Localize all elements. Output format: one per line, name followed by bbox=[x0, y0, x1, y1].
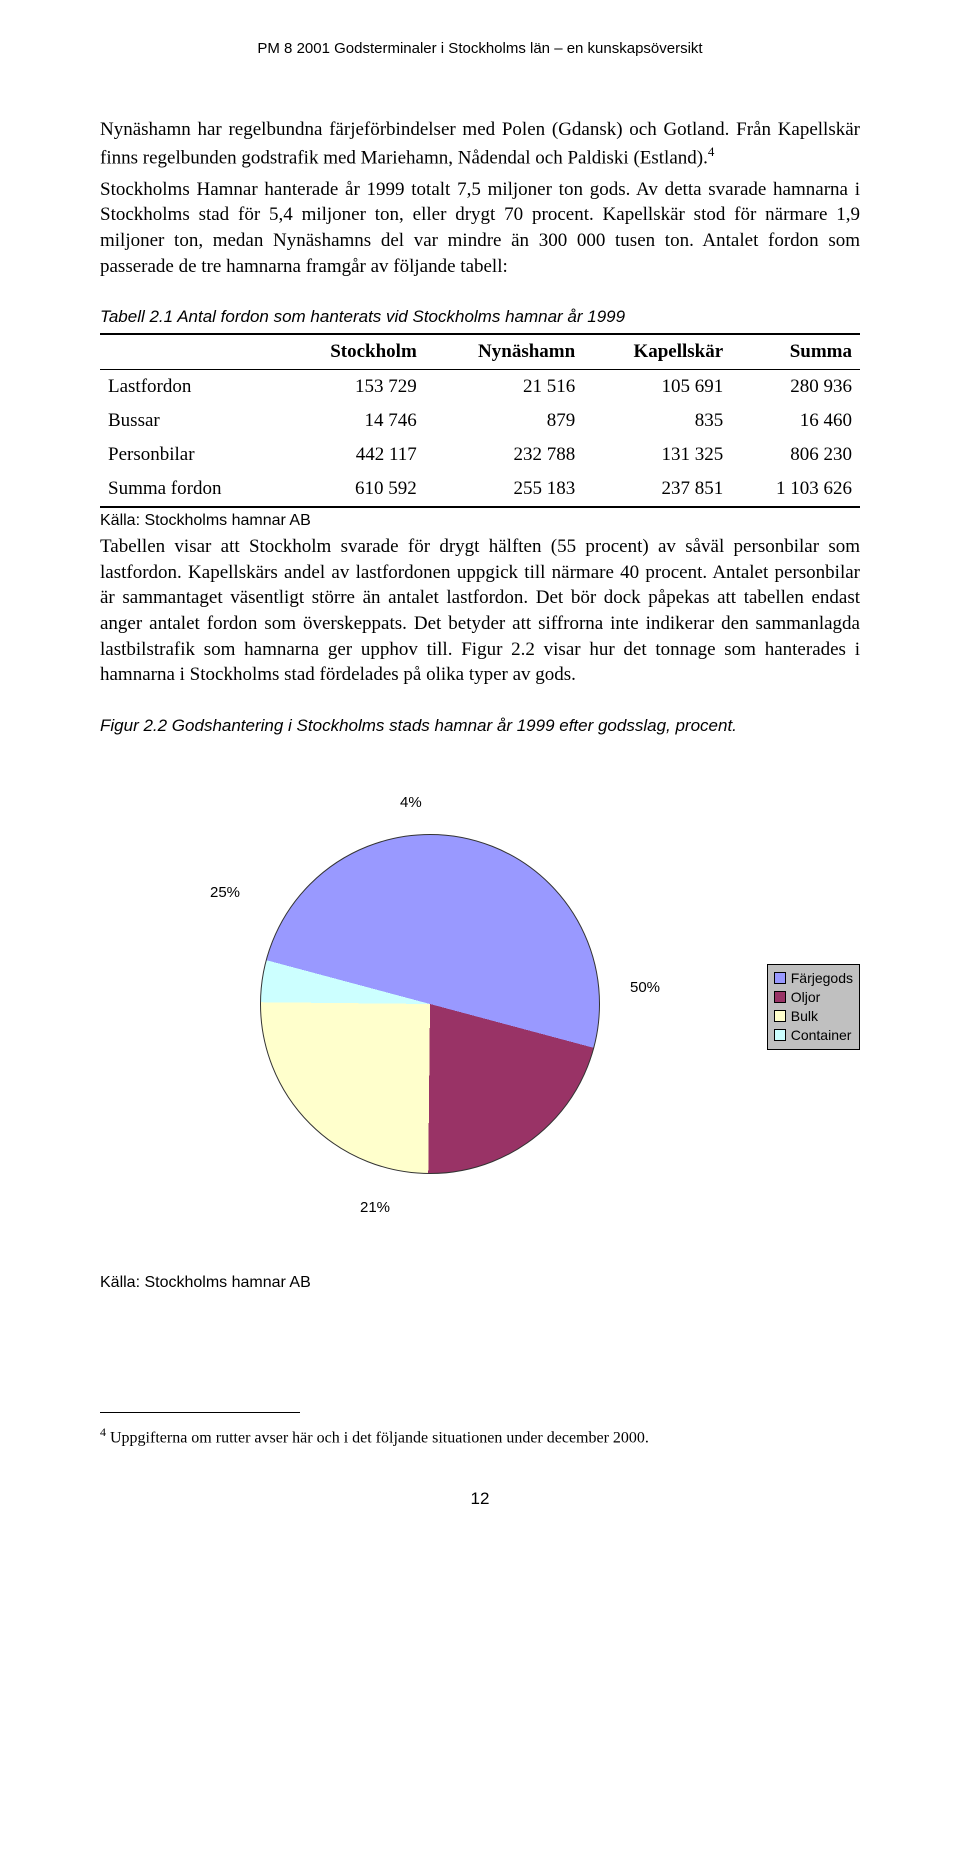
pie-slice-label: 21% bbox=[360, 1199, 390, 1216]
table-row: Summa fordon610 592255 183237 8511 103 6… bbox=[100, 472, 860, 507]
table-cell: 16 460 bbox=[731, 404, 860, 438]
table-cell: 237 851 bbox=[583, 472, 731, 507]
footnote-text: Uppgifterna om rutter avser här och i de… bbox=[110, 1429, 649, 1446]
pie-chart: FärjegodsOljorBulkContainer 50% 21% 25% 4% bbox=[100, 754, 860, 1234]
pie-disc bbox=[260, 834, 600, 1174]
pie-slice-label: 25% bbox=[210, 884, 240, 901]
table-cell: 21 516 bbox=[425, 370, 583, 405]
legend-label: Oljor bbox=[791, 988, 821, 1007]
table-cell: Summa fordon bbox=[100, 472, 281, 507]
figure-caption: Figur 2.2 Godshantering i Stockholms sta… bbox=[100, 716, 860, 736]
table-cell: Bussar bbox=[100, 404, 281, 438]
footnote-ref-4: 4 bbox=[708, 144, 715, 159]
col-kapellskar: Kapellskär bbox=[583, 334, 731, 370]
footnote-rule bbox=[100, 1412, 300, 1413]
paragraph-1: Nynäshamn har regelbundna färjeförbindel… bbox=[100, 117, 860, 171]
table-row: Lastfordon153 72921 516105 691280 936 bbox=[100, 370, 860, 405]
col-blank bbox=[100, 334, 281, 370]
legend-label: Container bbox=[791, 1026, 852, 1045]
document-page: PM 8 2001 Godsterminaler i Stockholms lä… bbox=[0, 0, 960, 1569]
table-cell: 879 bbox=[425, 404, 583, 438]
pie-legend: FärjegodsOljorBulkContainer bbox=[767, 964, 860, 1050]
table-cell: 255 183 bbox=[425, 472, 583, 507]
table-cell: 280 936 bbox=[731, 370, 860, 405]
legend-label: Bulk bbox=[791, 1007, 818, 1026]
table-cell: 806 230 bbox=[731, 438, 860, 472]
table-cell: 14 746 bbox=[281, 404, 425, 438]
table-cell: 153 729 bbox=[281, 370, 425, 405]
legend-label: Färjegods bbox=[791, 969, 853, 988]
legend-swatch bbox=[774, 1010, 786, 1022]
vehicle-table: Stockholm Nynäshamn Kapellskär Summa Las… bbox=[100, 333, 860, 508]
table-cell: 610 592 bbox=[281, 472, 425, 507]
legend-item: Container bbox=[774, 1026, 853, 1045]
para1-text: Nynäshamn har regelbundna färjeförbindel… bbox=[100, 119, 860, 168]
pie-slice-label: 50% bbox=[630, 979, 660, 996]
table-cell: 131 325 bbox=[583, 438, 731, 472]
paragraph-3: Tabellen visar att Stockholm svarade för… bbox=[100, 534, 860, 688]
legend-item: Bulk bbox=[774, 1007, 853, 1026]
table-cell: 232 788 bbox=[425, 438, 583, 472]
table-caption: Tabell 2.1 Antal fordon som hanterats vi… bbox=[100, 307, 860, 327]
running-header: PM 8 2001 Godsterminaler i Stockholms lä… bbox=[100, 40, 860, 57]
col-stockholm: Stockholm bbox=[281, 334, 425, 370]
pie-slice-label: 4% bbox=[400, 794, 422, 811]
legend-swatch bbox=[774, 991, 786, 1003]
table-cell: Personbilar bbox=[100, 438, 281, 472]
legend-item: Färjegods bbox=[774, 969, 853, 988]
legend-item: Oljor bbox=[774, 988, 853, 1007]
col-nynashamn: Nynäshamn bbox=[425, 334, 583, 370]
paragraph-2: Stockholms Hamnar hanterade år 1999 tota… bbox=[100, 177, 860, 280]
col-summa: Summa bbox=[731, 334, 860, 370]
figure-source: Källa: Stockholms hamnar AB bbox=[100, 1274, 860, 1292]
legend-swatch bbox=[774, 972, 786, 984]
legend-swatch bbox=[774, 1029, 786, 1041]
table-source: Källa: Stockholms hamnar AB bbox=[100, 512, 860, 530]
table-row: Bussar14 74687983516 460 bbox=[100, 404, 860, 438]
footnote-4: 4 Uppgifterna om rutter avser här och i d… bbox=[100, 1425, 860, 1449]
table-header-row: Stockholm Nynäshamn Kapellskär Summa bbox=[100, 334, 860, 370]
table-cell: 835 bbox=[583, 404, 731, 438]
table-cell: 442 117 bbox=[281, 438, 425, 472]
table-cell: Lastfordon bbox=[100, 370, 281, 405]
table-cell: 1 103 626 bbox=[731, 472, 860, 507]
page-number: 12 bbox=[100, 1489, 860, 1509]
table-cell: 105 691 bbox=[583, 370, 731, 405]
footnote-number: 4 bbox=[100, 1425, 106, 1439]
table-row: Personbilar442 117232 788131 325806 230 bbox=[100, 438, 860, 472]
